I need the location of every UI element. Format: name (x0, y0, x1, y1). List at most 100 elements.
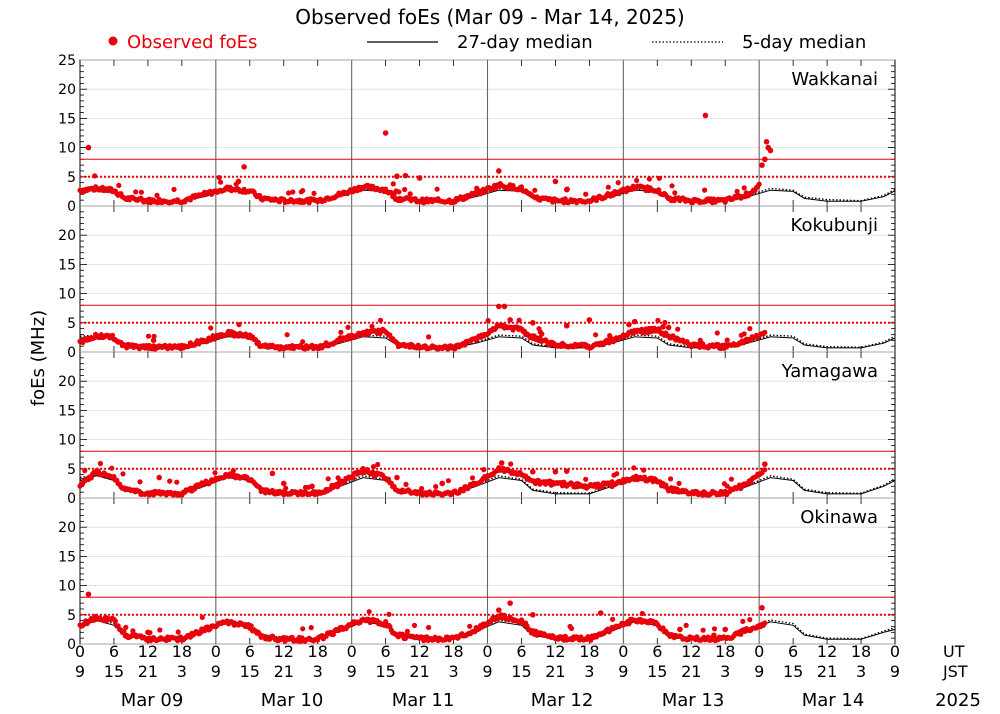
obs-point (684, 623, 689, 628)
jst-tick-label: 9 (754, 662, 764, 681)
jst-tick-label: 15 (240, 662, 260, 681)
obs-point (311, 191, 316, 196)
ut-label: UT (943, 642, 965, 661)
obs-point (249, 623, 254, 628)
obs-point (383, 130, 389, 136)
obs-point (762, 620, 767, 625)
obs-point (139, 190, 144, 195)
jst-tick-label: 3 (313, 662, 323, 681)
obs-point (270, 471, 276, 477)
obs-point (405, 629, 410, 634)
obs-point (300, 339, 305, 344)
obs-point (666, 325, 672, 331)
jst-tick-label: 21 (545, 662, 565, 681)
station-label: Wakkanai (791, 69, 878, 90)
y-tick-label: 10 (58, 579, 76, 595)
ut-tick-label: 12 (409, 642, 429, 661)
obs-point (530, 469, 536, 475)
obs-point (747, 326, 752, 331)
obs-point (123, 625, 128, 630)
obs-point (351, 475, 356, 480)
legend-27day-label: 27-day median (457, 32, 593, 53)
obs-point (660, 324, 666, 330)
y-tick-label: 10 (58, 287, 76, 303)
ut-tick-label: 0 (347, 642, 357, 661)
ut-tick-label: 12 (681, 642, 701, 661)
obs-point (174, 480, 179, 485)
obs-point (564, 323, 570, 329)
jst-tick-label: 21 (274, 662, 294, 681)
y-tick-label: 5 (67, 462, 76, 478)
ut-tick-label: 0 (211, 642, 221, 661)
obs-point (593, 332, 598, 337)
obs-point (702, 188, 707, 193)
obs-point (212, 470, 217, 475)
obs-point (176, 629, 181, 634)
panel-wakkanai: 25 20 15 10 5 0 Wakkanai (58, 53, 895, 215)
obs-point (647, 176, 652, 181)
obs-point (764, 139, 770, 145)
obs-point (747, 617, 752, 622)
obs-point (530, 320, 536, 326)
jst-tick-label: 9 (75, 662, 85, 681)
obs-point (338, 625, 344, 631)
obs-point (735, 189, 740, 194)
panels: 2520151050Wakkanai20151050Kokubunji20151… (58, 53, 895, 653)
obs-point (433, 484, 438, 489)
obs-point (236, 322, 241, 327)
obs-point (285, 332, 290, 337)
obs-point (403, 173, 409, 179)
jst-tick-label: 15 (783, 662, 803, 681)
obs-point (711, 632, 717, 638)
obs-point (426, 334, 431, 339)
ut-tick-label: 6 (652, 642, 662, 661)
jst-label: JST (942, 662, 968, 681)
ut-tick-label: 18 (443, 642, 463, 661)
obs-point (394, 475, 400, 481)
ut-tick-label: 0 (890, 642, 900, 661)
obs-point (481, 467, 486, 472)
y-tick-label: 5 (67, 316, 76, 332)
obs-point (419, 486, 424, 491)
ut-tick-label: 18 (579, 642, 599, 661)
obs-point (675, 327, 680, 332)
y-tick-label: 15 (58, 111, 76, 127)
obs-point (231, 468, 236, 473)
obs-point (151, 338, 157, 344)
station-label: Okinawa (800, 507, 878, 528)
y-tick-label: 15 (58, 403, 76, 419)
obs-point (300, 626, 305, 631)
obs-point (467, 624, 472, 629)
obs-point (309, 484, 315, 490)
ut-tick-label: 6 (516, 642, 526, 661)
obs-point (672, 190, 677, 195)
date-label: Mar 10 (261, 690, 324, 711)
obs-point (496, 607, 502, 613)
obs-point (742, 331, 747, 336)
y-tick-label: 15 (58, 257, 76, 273)
obs-point (575, 484, 581, 490)
obs-point (507, 600, 513, 606)
obs-point (283, 486, 288, 491)
obs-point (655, 318, 660, 323)
obs-point (426, 625, 431, 630)
ut-tick-label: 18 (172, 642, 192, 661)
obs-point (208, 325, 213, 330)
ut-tick-label: 0 (482, 642, 492, 661)
obs-point (762, 467, 767, 472)
obs-point (725, 338, 730, 343)
obs-point (338, 330, 343, 335)
ut-tick-label: 0 (754, 642, 764, 661)
jst-tick-label: 15 (511, 662, 531, 681)
obs-point (677, 627, 683, 633)
obs-point (631, 465, 636, 470)
obs-point (553, 469, 559, 475)
obs-point (290, 189, 295, 194)
obs-point (517, 318, 522, 323)
obs-point (508, 461, 513, 466)
y-tick-label: 20 (58, 374, 76, 390)
obs-point (496, 304, 502, 310)
obs-point (92, 173, 97, 178)
obs-point (616, 180, 621, 185)
y-tick-label: 10 (58, 433, 76, 449)
